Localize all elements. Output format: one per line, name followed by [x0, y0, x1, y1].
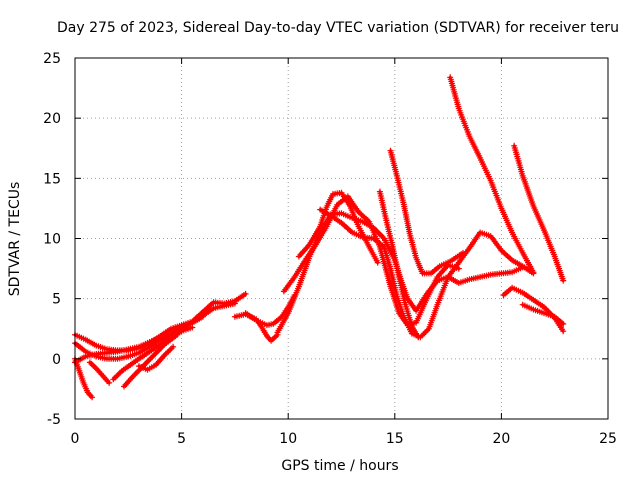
- data-point: [199, 313, 206, 320]
- series-track-17: [447, 74, 537, 276]
- series-track-20: [519, 301, 567, 327]
- y-tick-label: 15: [43, 171, 61, 187]
- y-tick-label: 20: [43, 111, 61, 127]
- series-track-3: [72, 355, 96, 401]
- data-point: [374, 259, 381, 266]
- series-trail: [389, 149, 465, 275]
- x-tick-label: 0: [71, 431, 80, 447]
- series-track-9: [231, 311, 281, 344]
- data-point: [106, 379, 113, 386]
- series-track-14: [317, 206, 537, 341]
- y-tick-label: 5: [52, 292, 61, 308]
- y-tick-label: 10: [43, 232, 61, 248]
- x-tick-label: 20: [492, 431, 510, 447]
- y-axis-title: SDTVAR / TECUs: [7, 182, 23, 297]
- series-track-4: [72, 313, 206, 366]
- x-tick-label: 25: [599, 431, 617, 447]
- data-point: [231, 300, 238, 307]
- data-point: [170, 343, 177, 350]
- data-markers: [72, 74, 567, 401]
- chart-title: Day 275 of 2023, Sidereal Day-to-day VTE…: [57, 20, 619, 36]
- series-track-19: [511, 142, 567, 284]
- data-point: [174, 331, 181, 338]
- data-point: [242, 290, 249, 297]
- data-point: [530, 269, 537, 276]
- data-point: [560, 320, 567, 327]
- series-track-5: [86, 359, 113, 386]
- data-point: [89, 394, 96, 401]
- x-tick-label: 15: [386, 431, 404, 447]
- x-tick-label: 10: [279, 431, 297, 447]
- data-point: [560, 328, 567, 335]
- series-track-15: [376, 188, 422, 341]
- x-axis-title: GPS time / hours: [281, 458, 398, 474]
- y-tick-label: -5: [47, 412, 61, 428]
- y-tick-label: 25: [43, 51, 61, 67]
- data-point: [560, 277, 567, 284]
- series-track-12: [280, 193, 462, 329]
- data-point: [460, 249, 466, 256]
- series-track-16: [387, 147, 466, 277]
- series-track-7: [121, 331, 181, 390]
- data-point: [415, 334, 422, 341]
- x-tick-label: 5: [177, 431, 186, 447]
- axis-ticks: 0 5 10 15 20 25 -5 0 5 10 15 20 25: [43, 51, 617, 447]
- y-tick-label: 0: [52, 352, 61, 368]
- data-point: [189, 324, 196, 331]
- series-track-8: [136, 343, 177, 373]
